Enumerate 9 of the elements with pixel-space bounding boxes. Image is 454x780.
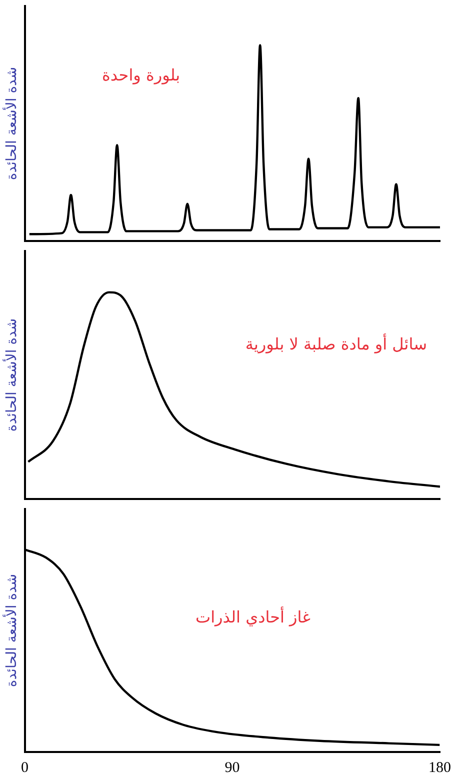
- y-axis-title: شدة الأشعة الحائدة: [2, 318, 20, 432]
- annotation: سائل أو مادة صلبة لا بلورية: [245, 333, 427, 354]
- x-tick-label: 180: [428, 760, 451, 776]
- y-axis-title: شدة الأشعة الحائدة: [2, 574, 20, 688]
- annotation: غاز أحادي الذرات: [196, 606, 310, 627]
- x-tick-label: 90: [224, 760, 240, 776]
- y-axis-title: شدة الأشعة الحائدة: [2, 66, 20, 180]
- annotation: بلورة واحدة: [102, 66, 180, 85]
- x-tick-label: 0: [21, 760, 29, 776]
